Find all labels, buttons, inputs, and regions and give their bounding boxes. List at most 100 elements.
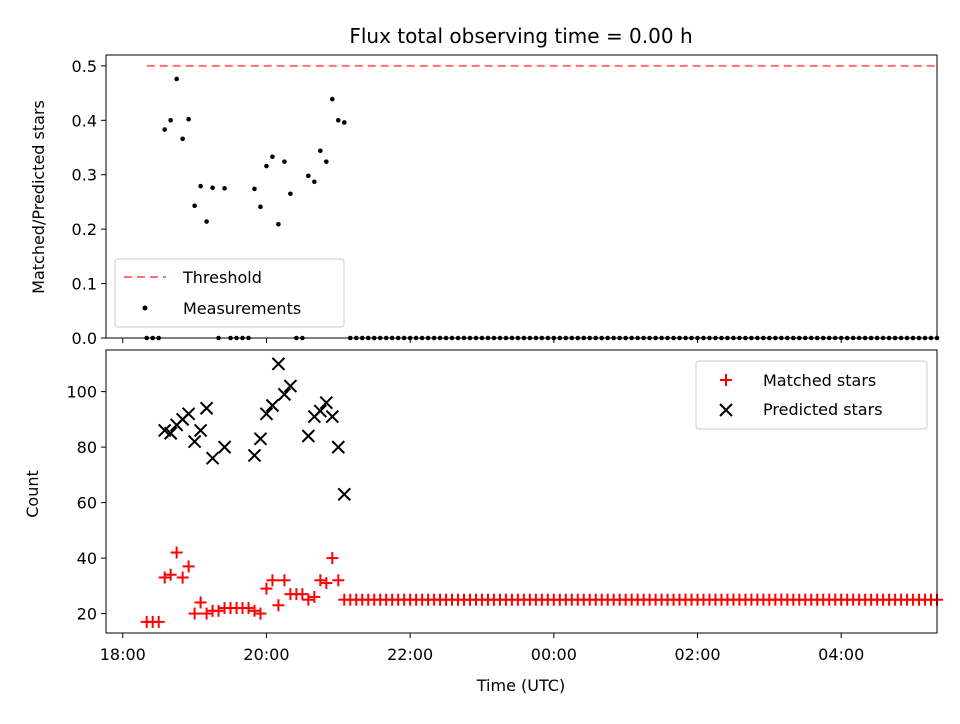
measurement-point [192,203,197,209]
measurement-point [335,118,341,123]
predicted-star-point [337,487,351,501]
predicted-star-point [163,426,178,440]
x-tick-label: 20:00 [243,645,289,664]
top-legend-box [114,258,345,328]
legend-matched-swatch [720,374,732,386]
matched-star-point [212,604,225,617]
matched-star-point [332,574,345,587]
top-y-tick-label: 0.5 [72,57,97,76]
matched-star-point [266,574,279,587]
x-tick-label: 22:00 [387,645,433,664]
legend-matched-label: Matched stars [763,371,876,390]
matched-star-point [254,607,267,620]
measurement-point [318,148,323,154]
bottom-axes-frame [105,349,938,634]
measurement-point [288,191,293,197]
matched-star-point [278,574,291,587]
predicted-star-point [217,440,232,454]
predicted-star-point [283,379,298,393]
bottom-y-tick-label: 80 [77,438,97,457]
predicted-star-point [193,423,208,438]
measurement-point [270,154,275,160]
top-y-ticks: 0.0 0.1 0.2 0.3 0.4 0.5 [72,57,106,348]
predicted-star-point [277,387,292,402]
measurement-point [168,118,173,123]
top-y-tick-label: 0.2 [72,220,97,239]
measurement-point [252,186,257,192]
measurement-point [180,136,185,142]
top-axes-frame [105,54,938,339]
matched-star-point [320,577,333,590]
matched-star-point [200,607,213,620]
measurement-point [174,76,179,82]
matched-star-point [158,571,171,584]
legend-predicted-swatch [719,403,733,417]
top-y-tick-label: 0.4 [72,111,97,130]
predicted-star-point [253,432,268,446]
matched-star-point [314,574,327,587]
predicted-star-point [199,401,214,415]
legend-measurements-swatch [142,305,148,311]
measurement-point [210,185,215,191]
predicted-star-point [319,396,334,410]
matched-star-point [164,568,177,581]
matched-star-point [248,604,261,617]
matched-star-point [170,546,183,559]
matched-star-point [176,571,189,584]
bottom-y-tick-label: 20 [77,605,97,624]
x-axis-label: Time (UTC) [476,676,565,695]
predicted-star-point [325,409,340,424]
predicted-star-point [187,434,202,449]
measurement-point [204,219,209,224]
matched-star-point [326,552,339,565]
measurement-point [282,159,287,164]
measurement-point [341,120,347,125]
chart-title: Flux total observing time = 0.00 h [349,24,692,48]
measurement-point [222,186,227,191]
matched-star-point [242,602,255,615]
bottom-y-ticks: 20 40 60 80 100 [66,383,106,624]
measurement-point [312,179,317,185]
predicted-star-point [205,451,220,465]
bottom-y-tick-label: 100 [66,383,97,402]
measurement-point [264,163,269,169]
bottom-y-axis-label: Count [23,470,42,518]
legend-threshold-label: Threshold [182,268,262,287]
bottom-plot-area [140,357,943,628]
measurement-point [186,116,191,122]
x-ticks: 18:00 20:00 22:00 00:00 02:00 04:00 [100,338,864,664]
predicted-star-point [181,407,196,421]
x-tick-label: 00:00 [531,645,577,664]
measurement-point [258,204,263,210]
legend-measurements-label: Measurements [183,299,301,318]
measurement-point [162,127,167,132]
x-tick-label: 04:00 [818,645,864,664]
top-y-tick-label: 0.3 [72,166,97,185]
predicted-star-point [331,440,346,454]
measurement-point [198,183,203,189]
matched-star-point [194,596,207,609]
x-tick-label: 18:00 [100,645,146,664]
matched-star-point [272,599,285,612]
measurement-point [306,173,311,179]
predicted-star-point [265,398,280,413]
top-y-tick-label: 0.1 [72,275,97,294]
bottom-y-tick-label: 60 [77,494,97,513]
measurement-point [330,96,335,102]
bottom-legend-box [695,360,928,430]
matched-star-point [260,582,273,595]
predicted-star-point [301,429,316,443]
legend-predicted-label: Predicted stars [763,400,883,419]
matched-star-point [296,588,309,601]
predicted-star-point [271,357,286,371]
x-tick-label: 02:00 [674,645,720,664]
predicted-star-point [313,404,328,418]
matched-star-point [308,590,321,603]
matched-star-point [182,560,195,573]
measurement-point [276,221,281,227]
top-y-tick-label: 0.0 [72,329,97,348]
top-y-axis-label: Matched/Predicted stars [29,100,48,294]
top-legend: Threshold Measurements [114,258,345,328]
